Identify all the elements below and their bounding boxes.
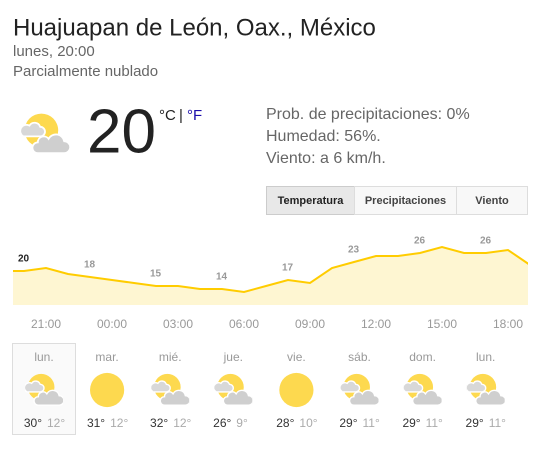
low: 11° [363, 416, 380, 430]
datetime: lunes, 20:00 [13, 43, 95, 60]
low: 10° [299, 416, 317, 430]
low: 12° [47, 416, 65, 430]
day: lun. 30° 12° [24, 350, 66, 430]
low: 11° [489, 416, 506, 430]
day-icon [279, 372, 314, 408]
high: 29° [402, 416, 420, 430]
day-icon [340, 373, 379, 406]
high: 30° [24, 416, 42, 430]
day-name: mar. [95, 350, 118, 364]
day: mié. 32° 12° [150, 350, 192, 430]
day: dom. 29° 11° [402, 350, 443, 430]
value-label: 18 [84, 260, 96, 271]
low: 12° [173, 416, 191, 430]
time-label: 06:00 [229, 317, 259, 331]
high: 29° [466, 416, 484, 430]
unit-separator: | [179, 107, 183, 124]
day-name: dom. [409, 350, 436, 364]
value-label: 23 [348, 245, 360, 256]
time-label: 09:00 [295, 317, 325, 331]
day-name: lun. [476, 350, 495, 364]
day-icon [90, 372, 125, 408]
day: vie. 28° 10° [276, 350, 318, 430]
temperature-chart: 20 18 15 14 17 23 26 26 21:00 00:00 03:00 06:00 09:0… [13, 236, 528, 331]
tabs: Temperatura Precipitaciones Viento [266, 186, 528, 215]
low: 9° [236, 416, 248, 430]
time-label: 00:00 [97, 317, 127, 331]
low: 12° [110, 416, 128, 430]
value-label: 14 [216, 272, 228, 283]
time-label: 15:00 [427, 317, 457, 331]
day: lun. 29° 11° [466, 350, 507, 430]
day-name: sáb. [348, 350, 371, 364]
time-label: 03:00 [163, 317, 193, 331]
day-icon [214, 373, 253, 406]
tab[interactable]: Temperatura [278, 195, 345, 207]
line [13, 245, 528, 294]
day-icon [403, 373, 442, 406]
time-label: 21:00 [31, 317, 61, 331]
high: 28° [276, 416, 294, 430]
detail: Viento: a 6 km/h. [266, 150, 386, 167]
day: jue. 26° 9° [213, 350, 253, 430]
day: sáb. 29° 11° [339, 350, 380, 430]
area [13, 247, 528, 305]
value-label: 26 [480, 236, 492, 247]
current-icon [19, 112, 72, 155]
day-icon [151, 373, 190, 406]
unit-f[interactable]: °F [187, 107, 202, 124]
high: 29° [339, 416, 357, 430]
unit-c[interactable]: °C [159, 107, 176, 124]
day-name: jue. [223, 350, 243, 364]
high: 26° [213, 416, 231, 430]
tab-bg[interactable] [456, 186, 528, 215]
condition: Parcialmente nublado [13, 63, 158, 80]
value-label: 15 [150, 269, 162, 280]
detail: Humedad: 56%. [266, 128, 381, 145]
tab[interactable]: Precipitaciones [365, 195, 446, 207]
current-temp: 20 [87, 97, 156, 166]
tab-bg[interactable] [266, 186, 355, 215]
day: mar. 31° 12° [87, 350, 129, 430]
forecast: lun. 30° 12° mar. 31° 12° mié. 32° 12° jue. 26° 9° v… [24, 350, 506, 430]
time-label: 12:00 [361, 317, 391, 331]
low: 11° [426, 416, 443, 430]
detail: Prob. de precipitaciones: 0% [266, 106, 470, 123]
time-label: 18:00 [493, 317, 523, 331]
value-label: 17 [282, 263, 294, 274]
high: 31° [87, 416, 105, 430]
day-name: mié. [159, 350, 182, 364]
value-label: 20 [18, 254, 30, 265]
day-name: vie. [287, 350, 306, 364]
value-label: 26 [414, 236, 426, 247]
location: Huajuapan de León, Oax., México [13, 14, 376, 41]
day-name: lun. [34, 350, 53, 364]
tab-bg[interactable] [354, 186, 457, 215]
day-icon [466, 373, 505, 406]
high: 32° [150, 416, 168, 430]
tab[interactable]: Viento [475, 195, 509, 207]
